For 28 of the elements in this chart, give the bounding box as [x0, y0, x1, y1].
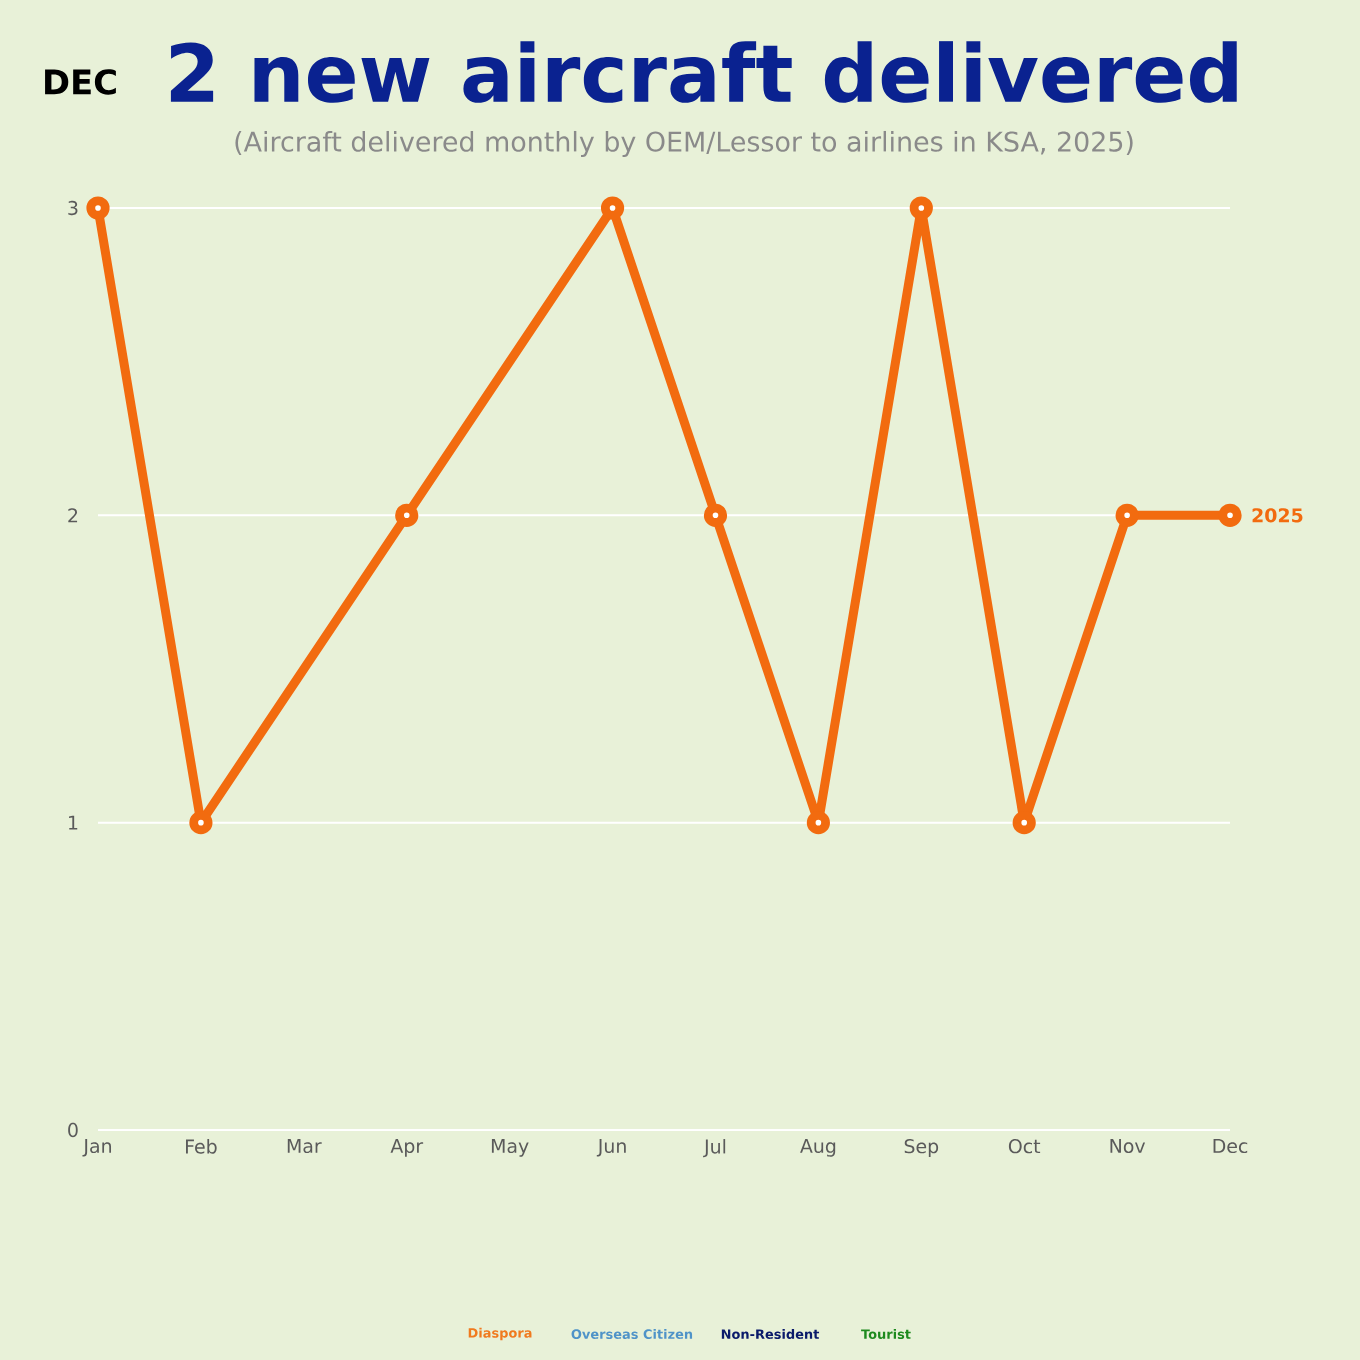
point [600, 196, 625, 220]
x-tick-label: Mar [287, 1139, 322, 1154]
x-tick-label: Jun [596, 1139, 626, 1157]
chart-title: 2 new aircraft delivered [170, 41, 1237, 103]
y-tick-label: 0 [68, 1122, 78, 1138]
x-tick-label: May [491, 1139, 529, 1157]
point [189, 811, 213, 835]
x-tick-label: Jul [703, 1139, 726, 1158]
x-tick-label: Sep [904, 1139, 939, 1158]
x-tick-label: Jan [82, 1139, 112, 1157]
y-tick-label: 3 [68, 200, 78, 216]
point [806, 811, 830, 835]
y-tick-label: 2 [68, 508, 78, 523]
x-tick-label: Nov [1110, 1139, 1146, 1154]
x-tick-label: Oct [1008, 1139, 1041, 1154]
x-tick-label: Aug [800, 1139, 836, 1157]
point [1218, 503, 1242, 527]
point [1012, 811, 1036, 835]
y-tick-label: 1 [69, 815, 78, 830]
point [86, 196, 110, 220]
x-tick-label: Apr [390, 1139, 424, 1157]
x-tick-label: Feb [186, 1139, 217, 1154]
text: DEC [45, 69, 116, 95]
series-label: 2025 [1252, 508, 1303, 523]
chart-subtitle: (Aircraft delivered monthly by OEM/Lessor to airlines in KSA, 2025) [235, 130, 1133, 157]
x-tick-label: Dec [1213, 1139, 1248, 1154]
point [1115, 503, 1139, 527]
point [909, 196, 933, 220]
